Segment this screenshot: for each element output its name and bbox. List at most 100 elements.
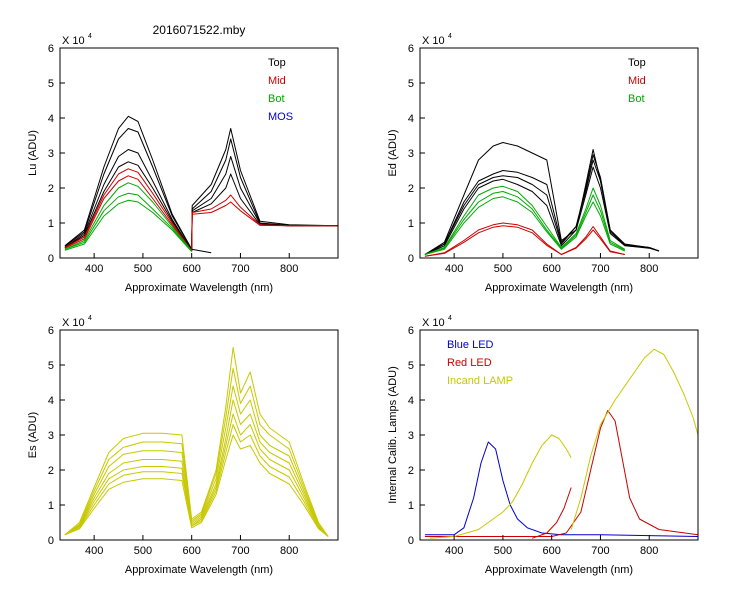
x-tick-label: 600 — [183, 545, 201, 557]
legend-entry-mid: Mid — [628, 75, 646, 87]
series-line-bot-7 — [64, 192, 193, 252]
series-line-top-0 — [424, 142, 660, 255]
x-tick-label: 400 — [85, 545, 103, 557]
y-tick-label: 5 — [408, 78, 414, 90]
x-tick-label: 500 — [134, 545, 152, 557]
series-line-top-2 — [424, 159, 660, 255]
series-line-top-3 — [424, 166, 660, 255]
plot-frame — [59, 329, 339, 541]
y-tick-label: 4 — [48, 113, 54, 125]
y-tick-label: 0 — [408, 535, 414, 547]
series-line-incand-lamp-3 — [429, 434, 572, 539]
y-tick-label: 2 — [408, 465, 414, 477]
y-axis-label: Ed (ADU) — [387, 129, 399, 176]
y-tick-label: 1 — [48, 218, 54, 230]
legend-entry-mos: MOS — [268, 111, 293, 123]
y-tick-label: 5 — [408, 360, 414, 372]
y-tick-label: 4 — [48, 395, 54, 407]
legend-entry-red-led: Red LED — [447, 357, 492, 369]
y-tick-label: 3 — [408, 430, 414, 442]
series-line-top-0 — [64, 115, 338, 250]
series-line-incand-lamp-4 — [570, 348, 698, 530]
y-tick-label: 0 — [48, 253, 54, 265]
series-line-top-9 — [191, 248, 212, 254]
x-axis-label: Approximate Wavelength (nm) — [485, 564, 633, 576]
axis-multiplier: X 10 — [422, 317, 445, 329]
axis-multiplier: X 10 — [422, 35, 445, 47]
y-tick-label: 4 — [408, 113, 414, 125]
series-group — [424, 348, 698, 539]
series-group — [64, 115, 338, 254]
x-tick-label: 700 — [231, 545, 249, 557]
series-line-mid-5 — [64, 175, 338, 252]
y-tick-label: 2 — [48, 183, 54, 195]
x-axis-label: Approximate Wavelength (nm) — [125, 564, 273, 576]
x-tick-label: 400 — [445, 545, 463, 557]
chart-title: 2016071522.mby — [153, 23, 246, 37]
y-tick-label: 5 — [48, 360, 54, 372]
x-tick-label: 600 — [543, 545, 561, 557]
y-tick-label: 2 — [48, 465, 54, 477]
legend-entry-mid: Mid — [268, 75, 286, 87]
x-tick-label: 700 — [231, 263, 249, 275]
x-tick-label: 400 — [445, 263, 463, 275]
y-tick-label: 6 — [408, 325, 414, 337]
y-tick-label: 0 — [48, 535, 54, 547]
y-tick-label: 4 — [408, 395, 414, 407]
x-tick-label: 400 — [85, 263, 103, 275]
y-tick-label: 3 — [48, 148, 54, 160]
y-tick-label: 6 — [48, 325, 54, 337]
series-line-es-4 — [64, 413, 329, 537]
series-line-bot-5 — [424, 191, 626, 255]
series-line-bot-6 — [64, 182, 193, 252]
series-line-es-5 — [64, 424, 329, 537]
legend-entry-blue-led: Blue LED — [447, 339, 494, 351]
series-line-bot-8 — [64, 199, 193, 253]
series-line-bot-6 — [424, 196, 626, 255]
y-axis-label: Es (ADU) — [27, 412, 39, 458]
y-tick-label: 2 — [408, 183, 414, 195]
series-group — [64, 347, 329, 537]
series-line-es-6 — [64, 434, 329, 537]
x-tick-label: 600 — [543, 263, 561, 275]
series-line-top-3 — [64, 161, 338, 252]
series-line-red-led-2 — [532, 487, 572, 539]
y-tick-label: 3 — [408, 148, 414, 160]
axis-multiplier-exponent: 4 — [448, 33, 452, 40]
series-line-es-0 — [64, 347, 329, 537]
series-line-es-2 — [64, 385, 329, 537]
axis-multiplier: X 10 — [62, 35, 85, 47]
legend-entry-bot: Bot — [268, 93, 285, 105]
legend-entry-bot: Bot — [628, 93, 645, 105]
series-line-es-1 — [64, 368, 329, 537]
axis-multiplier-exponent: 4 — [88, 315, 92, 322]
x-tick-label: 500 — [494, 545, 512, 557]
plot-frame — [59, 47, 339, 259]
series-line-red-led-1 — [424, 410, 698, 537]
series-line-bot-4 — [424, 185, 626, 255]
x-tick-label: 800 — [640, 263, 658, 275]
x-tick-label: 800 — [280, 263, 298, 275]
x-tick-label: 800 — [280, 545, 298, 557]
legend-entry-top: Top — [268, 57, 286, 69]
legend-entry-incand-lamp: Incand LAMP — [447, 375, 513, 387]
y-tick-label: 3 — [48, 430, 54, 442]
y-tick-label: 5 — [48, 78, 54, 90]
series-line-es-3 — [64, 399, 329, 537]
x-axis-label: Approximate Wavelength (nm) — [125, 282, 273, 294]
axis-multiplier-exponent: 4 — [88, 33, 92, 40]
x-tick-label: 500 — [494, 263, 512, 275]
x-tick-label: 600 — [183, 263, 201, 275]
series-group — [424, 142, 660, 257]
y-tick-label: 1 — [408, 218, 414, 230]
series-line-mid-8 — [424, 225, 625, 257]
x-tick-label: 700 — [591, 263, 609, 275]
x-tick-label: 800 — [640, 545, 658, 557]
y-tick-label: 6 — [408, 43, 414, 55]
series-line-top-1 — [424, 154, 660, 255]
